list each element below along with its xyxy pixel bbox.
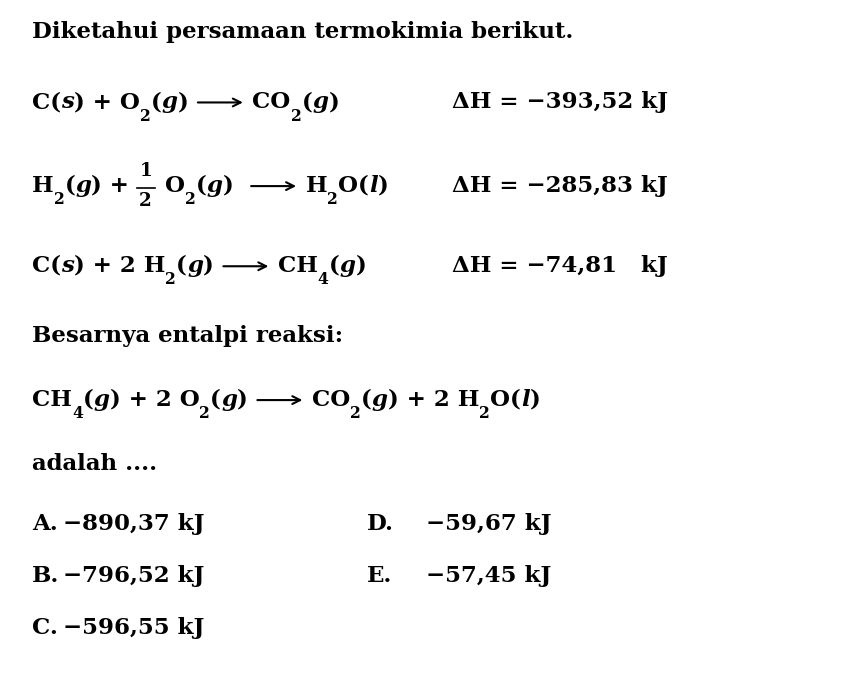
Text: g: g	[372, 389, 388, 411]
Text: ) + O: ) + O	[74, 91, 140, 113]
Text: 2: 2	[54, 191, 64, 208]
Text: ΔH = −393,52 kJ: ΔH = −393,52 kJ	[452, 91, 668, 113]
Text: (: (	[196, 175, 207, 197]
Text: 2: 2	[199, 405, 210, 422]
Text: (: (	[210, 389, 221, 411]
Text: A.: A.	[32, 513, 58, 535]
Text: 2: 2	[165, 271, 176, 289]
Text: Besarnya entalpi reaksi:: Besarnya entalpi reaksi:	[32, 325, 344, 346]
Text: CO: CO	[252, 91, 290, 113]
Text: g: g	[221, 389, 237, 411]
Text: O(: O(	[338, 175, 369, 197]
Text: 4: 4	[72, 405, 83, 422]
Text: g: g	[161, 91, 177, 113]
Text: adalah ....: adalah ....	[32, 454, 157, 475]
Text: (: (	[83, 389, 94, 411]
Text: ΔH = −285,83 kJ: ΔH = −285,83 kJ	[452, 175, 668, 197]
Text: ): )	[529, 389, 540, 411]
Text: (: (	[328, 255, 339, 277]
Text: E.: E.	[367, 565, 392, 587]
Text: CH: CH	[32, 389, 72, 411]
Text: g: g	[312, 91, 328, 113]
Text: s: s	[62, 91, 74, 113]
Text: ΔH = −74,81   kJ: ΔH = −74,81 kJ	[452, 255, 668, 277]
Text: ): )	[203, 255, 214, 277]
Text: (: (	[301, 91, 312, 113]
Text: −596,55 kJ: −596,55 kJ	[63, 618, 205, 639]
Text: ) +: ) +	[91, 175, 138, 197]
Text: ) + 2 H: ) + 2 H	[74, 255, 165, 277]
Text: C(: C(	[32, 91, 62, 113]
Text: g: g	[207, 175, 223, 197]
Text: g: g	[339, 255, 355, 277]
Text: 2: 2	[327, 191, 338, 208]
Text: H: H	[306, 175, 327, 197]
Text: 2: 2	[350, 405, 361, 422]
Text: O(: O(	[490, 389, 521, 411]
Text: C(: C(	[32, 255, 62, 277]
Text: ): )	[223, 175, 241, 197]
Text: ): )	[378, 175, 388, 197]
Text: (: (	[64, 175, 75, 197]
Text: ): )	[237, 389, 248, 411]
Text: D.: D.	[367, 513, 394, 535]
Text: −57,45 kJ: −57,45 kJ	[426, 565, 551, 587]
Text: ) + 2 H: ) + 2 H	[388, 389, 479, 411]
Text: 2: 2	[140, 107, 151, 125]
Text: −890,37 kJ: −890,37 kJ	[63, 513, 205, 535]
Text: ) + 2 O: ) + 2 O	[110, 389, 199, 411]
Text: 2: 2	[290, 107, 301, 125]
Text: 4: 4	[318, 271, 328, 289]
Text: 2: 2	[185, 191, 196, 208]
Text: −796,52 kJ: −796,52 kJ	[63, 565, 205, 587]
Text: CH: CH	[278, 255, 318, 277]
Text: 2: 2	[139, 192, 152, 210]
Text: (: (	[176, 255, 187, 277]
Text: B.: B.	[32, 565, 59, 587]
Text: g: g	[94, 389, 110, 411]
Text: −59,67 kJ: −59,67 kJ	[426, 513, 552, 535]
Text: CO: CO	[312, 389, 350, 411]
Text: g: g	[187, 255, 203, 277]
Text: l: l	[369, 175, 378, 197]
Text: ): )	[328, 91, 339, 113]
Text: O: O	[165, 175, 185, 197]
Text: s: s	[62, 255, 74, 277]
Text: ): )	[177, 91, 188, 113]
Text: 1: 1	[139, 162, 152, 181]
Text: Diketahui persamaan termokimia berikut.: Diketahui persamaan termokimia berikut.	[32, 22, 573, 43]
Text: ): )	[355, 255, 366, 277]
Text: (: (	[361, 389, 372, 411]
Text: H: H	[32, 175, 54, 197]
Text: g: g	[75, 175, 91, 197]
Text: C.: C.	[32, 618, 58, 639]
Text: (: (	[151, 91, 161, 113]
Text: 2: 2	[479, 405, 490, 422]
Text: l: l	[521, 389, 529, 411]
